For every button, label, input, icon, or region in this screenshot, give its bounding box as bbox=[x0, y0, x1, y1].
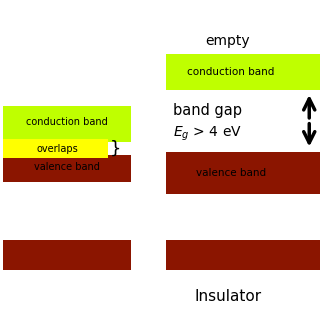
Text: }: } bbox=[110, 140, 121, 158]
Bar bbox=[166, 240, 320, 270]
Text: overlaps: overlaps bbox=[36, 144, 78, 154]
Text: valence band: valence band bbox=[34, 163, 100, 172]
Text: $E_g$ > 4 eV: $E_g$ > 4 eV bbox=[173, 124, 242, 143]
Bar bbox=[3, 139, 108, 158]
Text: valence band: valence band bbox=[196, 168, 266, 178]
Bar bbox=[3, 106, 131, 142]
Bar bbox=[3, 155, 131, 182]
Bar bbox=[166, 54, 320, 90]
Text: conduction band: conduction band bbox=[187, 67, 275, 77]
Text: conduction band: conduction band bbox=[26, 117, 108, 127]
Text: Insulator: Insulator bbox=[194, 289, 261, 304]
Bar bbox=[166, 152, 320, 194]
Text: empty: empty bbox=[205, 34, 250, 48]
Bar bbox=[3, 240, 131, 270]
Text: band gap: band gap bbox=[173, 103, 242, 118]
